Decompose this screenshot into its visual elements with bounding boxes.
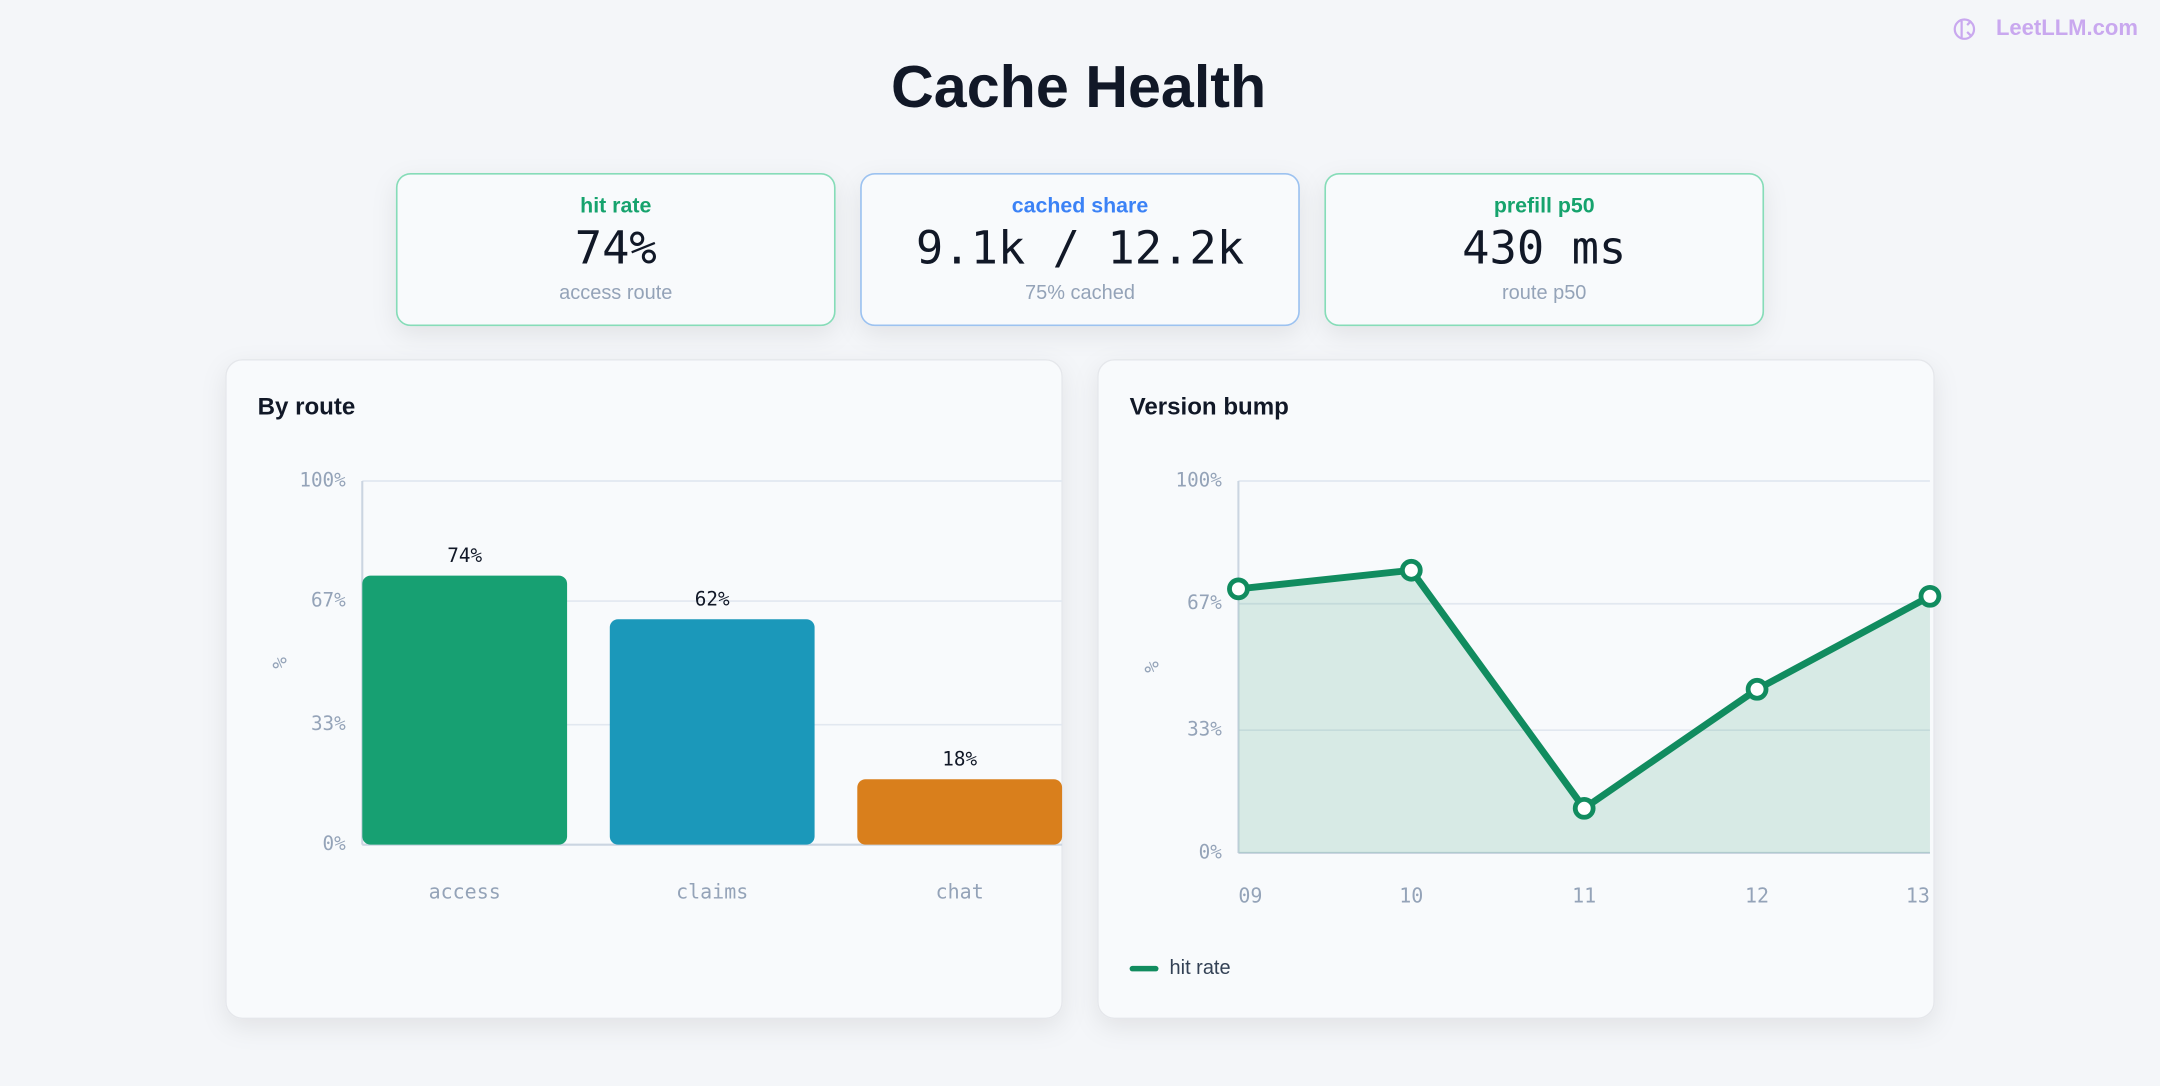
- watermark-logo: [1953, 18, 1976, 40]
- y-tick-label: 100%: [1175, 469, 1222, 492]
- x-tick-label: 09: [1238, 884, 1262, 908]
- kpi-card: prefill p50 430 ms route p50: [1324, 172, 1765, 327]
- page-title: Cache Health: [891, 53, 1266, 120]
- bar-value-label: 74%: [447, 544, 482, 567]
- x-tick-label: 13: [1906, 884, 1930, 908]
- kpi-label: hit rate: [580, 194, 651, 218]
- x-tick-label: claims: [676, 879, 748, 903]
- y-tick-label: 33%: [1187, 718, 1222, 741]
- y-tick-label: 0%: [323, 832, 347, 855]
- y-tick-label: 0%: [1199, 840, 1223, 863]
- point: [1572, 796, 1596, 820]
- y-axis-label: %: [1141, 661, 1164, 673]
- point: [1745, 677, 1769, 701]
- chart-title: By route: [258, 393, 356, 420]
- kpi-sub: route p50: [1502, 282, 1586, 304]
- kpi-card: hit rate 74% access route: [395, 172, 836, 327]
- bar: [609, 619, 815, 845]
- x-tick-label: 12: [1745, 884, 1769, 908]
- x-tick-label: 11: [1572, 884, 1596, 908]
- watermark: LeetLLM.com: [1996, 15, 2138, 40]
- kpi-card: cached share 9.1k / 12.2k 75% cached: [860, 172, 1300, 327]
- kpi-value: 430 ms: [1462, 221, 1626, 274]
- kpi-label: cached share: [1012, 194, 1149, 218]
- area: [1238, 570, 1930, 853]
- kpi-sub: 75% cached: [1025, 282, 1135, 304]
- point: [1227, 577, 1250, 601]
- x-tick-label: 10: [1399, 884, 1423, 908]
- x-tick-label: access: [429, 879, 501, 903]
- bar: [362, 575, 568, 845]
- y-tick-label: 100%: [299, 469, 346, 492]
- x-tick-label: chat: [936, 879, 984, 903]
- chart-title: Version bump: [1130, 393, 1289, 420]
- kpi-value: 74%: [575, 221, 657, 274]
- bar-value-label: 18%: [942, 747, 977, 770]
- kpi-value: 9.1k / 12.2k: [916, 221, 1244, 274]
- legend-label: hit rate: [1170, 957, 1231, 979]
- kpi-label: prefill p50: [1494, 194, 1595, 218]
- point: [1918, 584, 1942, 608]
- bar-value-label: 62%: [695, 587, 730, 610]
- bar: [857, 779, 1063, 845]
- point: [1399, 558, 1423, 582]
- y-tick-label: 67%: [311, 589, 346, 612]
- kpi-sub: access route: [559, 282, 672, 304]
- y-tick-label: 67%: [1187, 591, 1222, 614]
- y-tick-label: 33%: [311, 712, 346, 735]
- y-axis-label: %: [269, 657, 292, 669]
